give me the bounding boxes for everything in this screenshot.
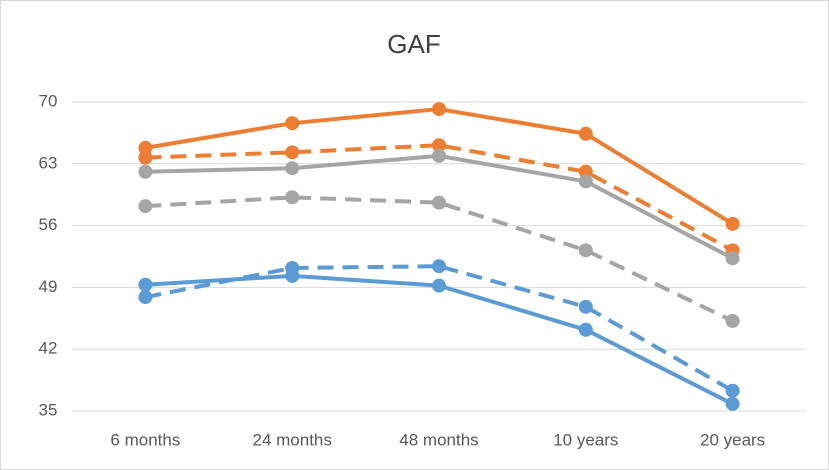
y-tick-label: 42: [39, 339, 58, 358]
series-marker: [138, 164, 153, 179]
series-marker: [285, 161, 300, 176]
series-marker: [138, 277, 153, 292]
series-marker: [432, 148, 446, 163]
x-tick-label: 24 months: [253, 430, 332, 449]
series-marker: [725, 396, 740, 411]
chart-title: GAF: [387, 29, 440, 59]
series-marker: [432, 195, 446, 210]
x-tick-label: 20 years: [700, 430, 765, 449]
series-marker: [578, 174, 593, 189]
series-marker: [432, 138, 446, 153]
series-marker: [578, 243, 593, 258]
y-tick-label: 63: [39, 153, 58, 172]
series-marker: [725, 251, 740, 266]
series-marker: [432, 278, 446, 293]
series-marker: [578, 322, 593, 337]
series-line: [145, 195, 734, 323]
series-marker: [725, 313, 740, 328]
y-tick-label: 56: [39, 215, 58, 234]
series-marker: [578, 164, 593, 179]
y-tick-label: 49: [39, 277, 58, 296]
series-marker: [725, 216, 740, 231]
y-tick-label: 70: [39, 91, 58, 110]
series-marker: [432, 102, 446, 117]
series-line: [145, 264, 734, 393]
x-tick-label: 6 months: [110, 430, 180, 449]
series-marker: [725, 383, 740, 398]
series-marker: [285, 116, 300, 131]
x-tick-label: 48 months: [399, 430, 478, 449]
series-marker: [578, 126, 593, 141]
series-marker: [138, 290, 153, 305]
y-tick-label: 35: [39, 400, 58, 419]
series-marker: [432, 259, 446, 274]
series-marker: [285, 145, 300, 160]
series-marker: [138, 150, 153, 165]
series-marker: [138, 199, 153, 214]
series-marker: [578, 299, 593, 314]
series-marker: [285, 190, 300, 205]
x-tick-label: 10 years: [553, 430, 618, 449]
series-marker: [138, 140, 153, 155]
series-marker: [285, 260, 300, 275]
